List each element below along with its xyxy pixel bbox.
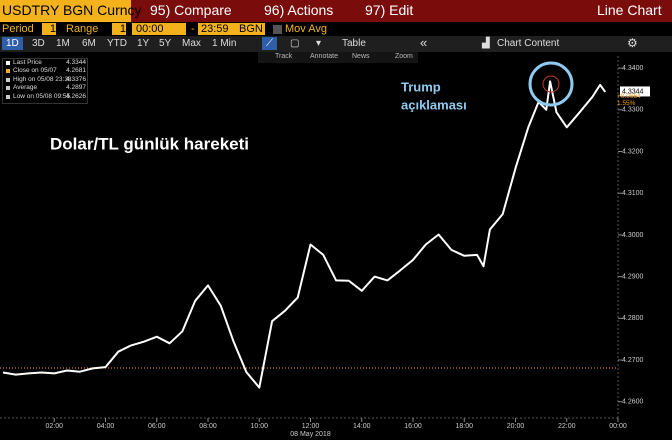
y-tick-label: 4.3000 xyxy=(622,232,644,239)
annotation: Trump xyxy=(401,79,441,94)
chart-style-icon[interactable]: ▢ xyxy=(290,38,300,49)
x-tick-label: 22:00 xyxy=(558,423,576,430)
range-value[interactable]: 1 xyxy=(112,23,126,35)
source[interactable]: BGN xyxy=(237,23,265,35)
dropdown-icon[interactable]: ▾ xyxy=(316,38,322,49)
y-tick-label: 4.3300 xyxy=(622,107,644,114)
annotation: Dolar/TL günlük hareketi xyxy=(50,134,249,153)
collapse-icon[interactable]: « xyxy=(420,35,428,50)
tab[interactable]: Max xyxy=(182,38,201,49)
legend-swatch xyxy=(6,69,10,74)
y-tick-label: 4.3400 xyxy=(622,65,644,72)
legend-label: Last Price xyxy=(13,59,42,66)
legend-label: High on 05/08 23:38 xyxy=(13,75,72,83)
x-tick-label: 06:00 xyxy=(148,423,166,430)
x-tick-label: 00:00 xyxy=(609,423,627,430)
y-tick-label: 4.2900 xyxy=(622,273,644,280)
legend-value: 4.3344 xyxy=(66,59,86,66)
y-tick-label: 4.3200 xyxy=(622,148,644,155)
legend-value: 4.2681 xyxy=(66,67,86,75)
mov-avg[interactable]: Mov Avg xyxy=(285,23,327,35)
legend-box xyxy=(2,58,88,104)
legend-swatch xyxy=(6,94,10,99)
legend-value: 4.2626 xyxy=(66,92,86,100)
x-tick-label: 16:00 xyxy=(404,423,422,430)
tool[interactable]: Zoom xyxy=(395,53,413,60)
price-line xyxy=(2,80,607,389)
tab[interactable]: Table xyxy=(342,38,366,49)
ticker[interactable]: USDTRY BGN Curncy xyxy=(2,2,142,18)
x-tick-label: 14:00 xyxy=(353,423,371,430)
tab[interactable]: 1Y xyxy=(137,38,150,49)
y-tick-label: 4.2600 xyxy=(622,399,644,406)
legend-swatch xyxy=(6,86,10,91)
tool[interactable]: Track xyxy=(275,53,293,60)
tab[interactable]: 1 Min xyxy=(212,38,237,49)
change: +0.0664 xyxy=(617,93,641,100)
x-tick-label: 02:00 xyxy=(45,423,63,430)
chart-content-icon[interactable]: ▟ xyxy=(482,38,490,49)
tab[interactable]: 6M xyxy=(82,38,96,49)
chart-content[interactable]: Chart Content xyxy=(497,38,560,49)
ticker-box xyxy=(0,0,131,22)
change-pct: 1.55% xyxy=(617,100,636,107)
range-label: Range xyxy=(66,23,99,35)
tab[interactable]: YTD xyxy=(107,38,127,49)
legend-swatch xyxy=(6,77,10,82)
x-tick-label: 08:00 xyxy=(199,423,217,430)
period-value[interactable]: 1 xyxy=(42,23,56,35)
y-tick-label: 4.2800 xyxy=(622,315,644,322)
tab-bar xyxy=(0,36,672,52)
tab[interactable]: 1D xyxy=(2,37,23,50)
compare-button[interactable]: 95) Compare xyxy=(150,2,232,18)
tools-bg xyxy=(258,52,418,63)
tool[interactable]: Annotate xyxy=(310,53,339,60)
legend-label: Low on 05/08 09:55 xyxy=(13,92,71,100)
tab[interactable]: 3D xyxy=(32,38,45,49)
actions-button[interactable]: 96) Actions xyxy=(264,2,334,18)
tab[interactable]: 1M xyxy=(56,38,70,49)
x-tick-label: 12:00 xyxy=(302,423,320,430)
last-price: 4.3344 xyxy=(622,88,644,95)
legend-label: Close on 05/07 xyxy=(13,67,57,75)
annotation: açıklaması xyxy=(401,97,467,112)
tab[interactable]: 5Y xyxy=(159,38,172,49)
peak-circle xyxy=(542,75,560,93)
legend-label: Average xyxy=(13,84,38,92)
legend-value: 4.3376 xyxy=(66,75,86,83)
view-name: Line Chart xyxy=(597,2,662,18)
y-tick-label: 4.3100 xyxy=(622,190,644,197)
top-bar xyxy=(0,0,672,22)
date-label: 08 May 2018 xyxy=(290,431,331,438)
mov-avg-checkbox[interactable] xyxy=(273,25,282,34)
tool[interactable]: News xyxy=(352,53,370,60)
x-tick-label: 18:00 xyxy=(455,423,473,430)
x-tick-label: 10:00 xyxy=(250,423,268,430)
period-label: Period xyxy=(2,23,34,35)
separator: - xyxy=(191,23,195,35)
x-tick-label: 20:00 xyxy=(507,423,525,430)
legend-value: 4.2897 xyxy=(66,84,86,92)
highlight-circle xyxy=(528,61,574,107)
y-tick-label: 4.2700 xyxy=(622,357,644,364)
end-time[interactable]: 23:59 xyxy=(198,23,237,35)
edit-button[interactable]: 97) Edit xyxy=(365,2,414,18)
settings-icon[interactable]: ⚙ xyxy=(627,36,638,50)
legend-swatch xyxy=(6,61,10,65)
last-price-box xyxy=(620,86,650,97)
start-time[interactable]: 00:00 xyxy=(132,23,186,35)
chart-type-icon[interactable]: ⟋ xyxy=(262,37,277,50)
x-tick-label: 04:00 xyxy=(97,423,115,430)
